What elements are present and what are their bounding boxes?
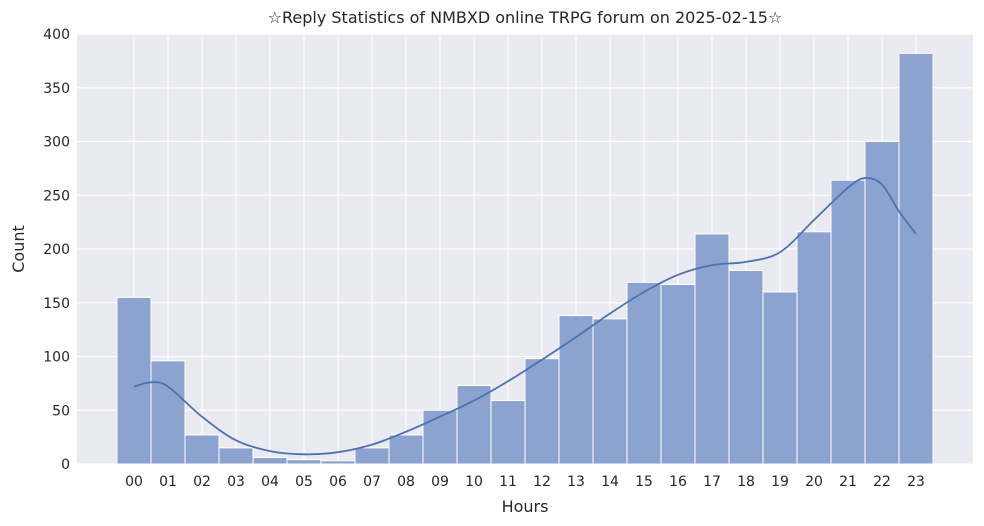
x-tick-label: 20 xyxy=(805,474,823,490)
x-tick-label: 00 xyxy=(125,474,143,490)
x-tick-label: 12 xyxy=(533,474,551,490)
x-tick-label: 07 xyxy=(363,474,381,490)
bar-23 xyxy=(898,52,934,465)
x-tick-label: 04 xyxy=(261,474,279,490)
x-tick-label: 23 xyxy=(907,474,925,490)
x-tick-label: 19 xyxy=(771,474,789,490)
x-tick-label: 15 xyxy=(635,474,653,490)
y-tick-label: 300 xyxy=(43,135,70,151)
bar-01 xyxy=(150,360,186,465)
x-tick-label: 02 xyxy=(193,474,211,490)
bar-08 xyxy=(388,434,424,465)
chart-title: ☆Reply Statistics of NMBXD online TRPG f… xyxy=(268,8,783,27)
x-tick-label: 16 xyxy=(669,474,687,490)
x-tick-label: 21 xyxy=(839,474,857,490)
y-tick-label: 400 xyxy=(43,27,70,43)
bar-16 xyxy=(660,283,696,465)
bar-20 xyxy=(796,231,832,465)
x-tick-label: 01 xyxy=(159,474,177,490)
x-tick-label: 17 xyxy=(703,474,721,490)
x-tick-label: 03 xyxy=(227,474,245,490)
bar-12 xyxy=(524,358,560,465)
y-tick-labels: 0 50 100 150 200 250 300 350 400 xyxy=(43,27,70,473)
x-tick-label: 14 xyxy=(601,474,619,490)
y-tick-label: 250 xyxy=(43,188,70,204)
x-tick-label: 18 xyxy=(737,474,755,490)
x-tick-label: 09 xyxy=(431,474,449,490)
y-tick-label: 350 xyxy=(43,81,70,97)
bar-14 xyxy=(592,318,628,465)
bar-21 xyxy=(830,179,866,465)
x-tick-label: 22 xyxy=(873,474,891,490)
x-tick-label: 13 xyxy=(567,474,585,490)
bar-00 xyxy=(116,296,152,465)
bar-05 xyxy=(286,459,322,465)
bar-15 xyxy=(626,281,662,465)
bar-04 xyxy=(252,457,288,465)
y-tick-label: 100 xyxy=(43,350,70,366)
bar-03 xyxy=(218,447,254,465)
bar-09 xyxy=(422,409,458,465)
bar-06 xyxy=(320,460,356,465)
x-tick-label: 08 xyxy=(397,474,415,490)
bars xyxy=(116,52,934,465)
y-tick-label: 150 xyxy=(43,296,70,312)
y-tick-label: 50 xyxy=(52,403,70,419)
bar-18 xyxy=(728,270,764,465)
x-tick-label: 05 xyxy=(295,474,313,490)
y-tick-label: 200 xyxy=(43,242,70,258)
bar-22 xyxy=(864,141,900,465)
x-tick-label: 06 xyxy=(329,474,347,490)
x-axis-label: Hours xyxy=(502,497,549,516)
bar-02 xyxy=(184,434,220,465)
bar-19 xyxy=(762,291,798,465)
y-axis-label: Count xyxy=(9,225,28,273)
y-tick-label: 0 xyxy=(61,457,70,473)
x-tick-label: 11 xyxy=(499,474,517,490)
x-tick-labels: 00 01 02 03 04 05 06 07 08 09 10 11 12 13 14 15 16 17 18 19… xyxy=(125,474,925,490)
bar-10 xyxy=(456,385,492,465)
bar-17 xyxy=(694,233,730,465)
bar-11 xyxy=(490,400,526,465)
bar-07 xyxy=(354,447,390,465)
kde-curve xyxy=(133,177,917,456)
x-tick-label: 10 xyxy=(465,474,483,490)
bar-13 xyxy=(558,315,594,465)
